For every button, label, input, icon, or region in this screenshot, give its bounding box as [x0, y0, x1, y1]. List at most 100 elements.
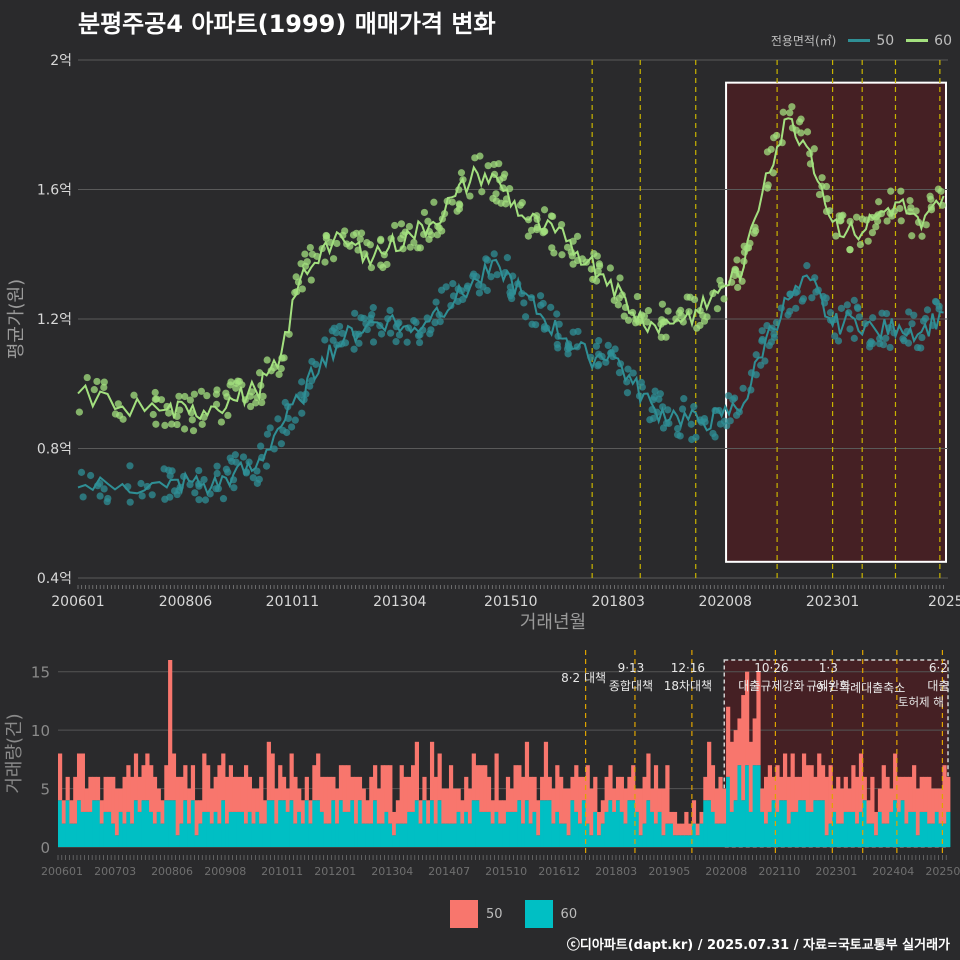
bar-60 [293, 823, 298, 847]
bar-60 [152, 823, 158, 847]
bar-50 [384, 765, 389, 812]
data-point-50 [436, 318, 444, 326]
bar-60 [149, 811, 154, 847]
data-point-50 [219, 495, 228, 503]
data-point-50 [564, 350, 572, 358]
data-point-50 [200, 475, 208, 484]
bar-60 [703, 800, 708, 847]
data-point-60 [557, 220, 566, 229]
bar-50 [289, 753, 294, 801]
data-point-50 [843, 301, 851, 309]
bar-50 [707, 741, 712, 801]
bar-50 [699, 811, 704, 824]
data-point-50 [222, 465, 230, 473]
bar-50 [676, 823, 681, 836]
bar-60 [938, 823, 943, 847]
x-tick-label: 201201 [314, 865, 356, 878]
bar-50 [414, 741, 419, 801]
bar-60 [464, 811, 469, 847]
data-point-60 [405, 222, 414, 231]
bar-60 [407, 811, 412, 847]
data-point-50 [649, 414, 658, 422]
data-point-60 [918, 232, 926, 240]
bar-50 [175, 776, 180, 836]
bar-60 [566, 835, 571, 847]
data-point-50 [935, 305, 943, 313]
data-point-60 [433, 231, 442, 239]
bar-60 [240, 811, 245, 847]
bar-50 [714, 788, 719, 824]
bar-50 [555, 765, 560, 812]
data-point-60 [846, 246, 854, 254]
data-point-50 [656, 390, 664, 398]
bar-50 [893, 753, 898, 801]
data-point-60 [399, 245, 407, 253]
data-point-60 [675, 309, 683, 317]
bar-50 [528, 776, 533, 824]
x-tick-label: 201905 [648, 865, 690, 878]
bar-60 [187, 823, 192, 847]
bar-50 [202, 753, 207, 812]
bar-50 [300, 800, 306, 824]
data-point-60 [788, 103, 796, 111]
bar-60 [490, 823, 495, 847]
bar-50 [767, 765, 772, 812]
data-point-50 [866, 343, 874, 351]
x-tick-label: 201510 [484, 594, 537, 610]
bar-60 [392, 835, 397, 847]
bar-50 [505, 776, 511, 812]
bar-60 [198, 823, 203, 847]
data-point-50 [262, 462, 271, 470]
bar-50 [403, 776, 408, 824]
bar-60 [414, 800, 419, 847]
data-point-60 [683, 293, 691, 301]
y-tick-label: 1.2억 [37, 312, 72, 328]
data-point-60 [224, 411, 232, 419]
bar-60 [380, 823, 385, 847]
data-point-60 [524, 232, 532, 240]
bar-50 [217, 765, 222, 824]
bar-60 [107, 811, 112, 847]
data-point-60 [363, 239, 371, 247]
bar-60 [251, 823, 256, 847]
data-point-60 [875, 198, 883, 206]
bar-50 [342, 765, 347, 812]
bar-50 [619, 776, 624, 812]
x-tick-label: 201011 [261, 865, 303, 878]
bar-50 [710, 765, 716, 812]
bar-50 [152, 776, 158, 824]
data-point-60 [907, 204, 915, 212]
bar-60 [665, 823, 670, 847]
bar-60 [418, 823, 423, 847]
data-point-50 [521, 313, 530, 321]
bar-legend-swatch-50 [450, 900, 478, 928]
data-point-60 [420, 208, 429, 217]
data-point-50 [850, 296, 858, 304]
data-point-50 [921, 314, 930, 323]
data-point-60 [593, 252, 601, 260]
data-point-50 [355, 339, 363, 347]
data-point-50 [923, 306, 932, 314]
bar-50 [395, 800, 401, 824]
bar-50 [92, 776, 97, 801]
bar-50 [255, 788, 260, 812]
data-point-60 [430, 198, 438, 206]
bar-50 [133, 753, 139, 801]
data-point-60 [563, 243, 572, 251]
bar-60 [58, 800, 63, 847]
bar-50 [213, 776, 218, 812]
bar-50 [642, 776, 647, 824]
bar-60 [300, 823, 306, 847]
data-point-60 [301, 250, 309, 258]
bar-50 [58, 753, 63, 801]
data-point-50 [765, 341, 773, 350]
bar-50 [729, 741, 735, 812]
data-point-60 [173, 420, 181, 429]
bar-50 [771, 776, 776, 801]
data-point-50 [678, 405, 687, 413]
x-tick-label: 201510 [485, 865, 527, 878]
data-point-50 [369, 304, 377, 312]
bar-60 [361, 823, 366, 847]
bar-60 [627, 800, 632, 847]
x-tick-label: 201304 [371, 865, 413, 878]
